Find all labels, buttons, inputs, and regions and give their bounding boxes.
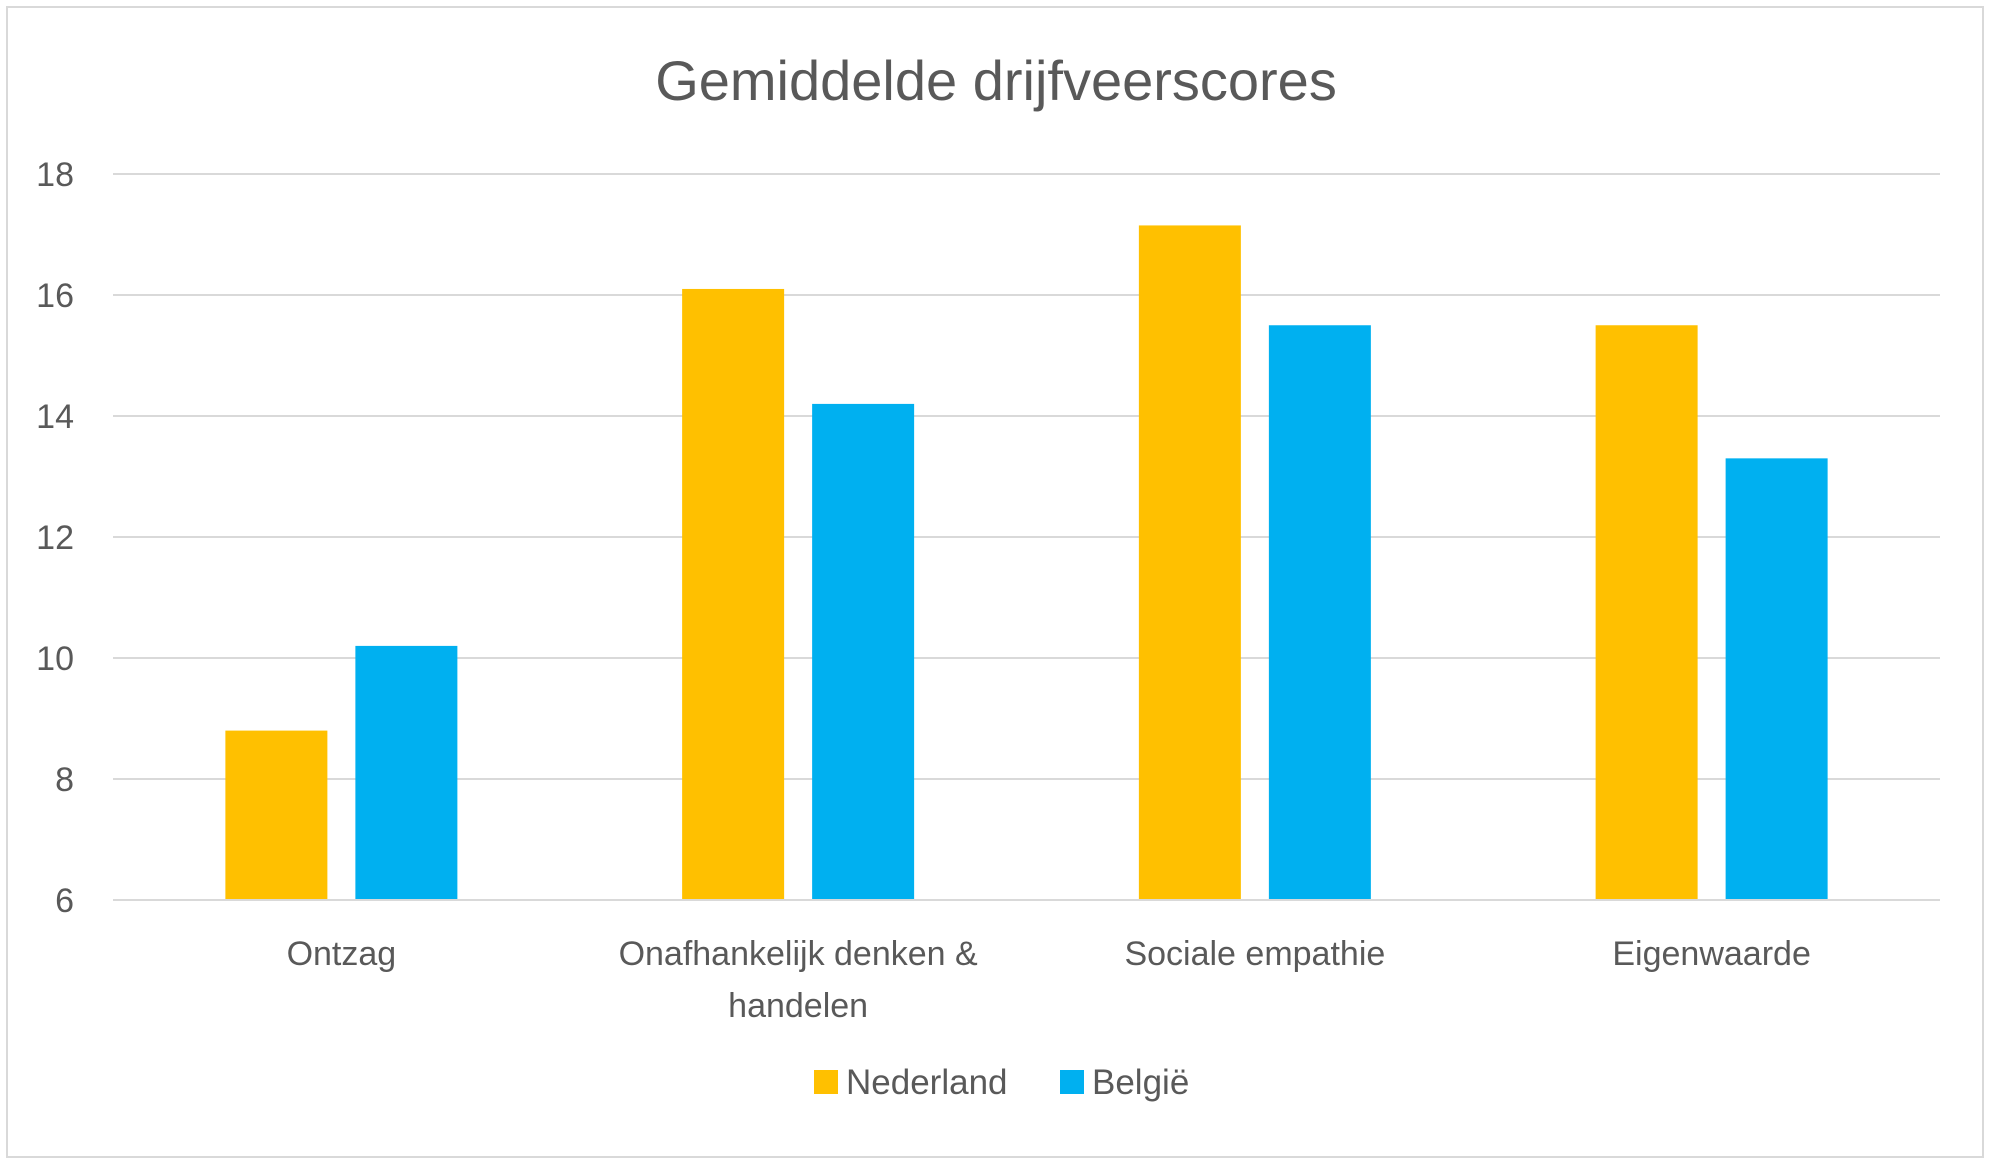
bar-belgi--3	[1725, 458, 1828, 900]
category-labels: Ontzag Onafhankelijk denken & handelen Soci…	[287, 935, 1811, 1025]
category-label: handelen	[728, 987, 868, 1025]
bar-belgi--2	[1268, 325, 1371, 900]
bar-nederland-2	[1138, 225, 1241, 901]
category-label: Ontzag	[287, 935, 397, 973]
category-label: Sociale empathie	[1124, 935, 1385, 973]
category-label: Onafhankelijk denken &	[619, 935, 978, 973]
legend-swatch	[814, 1070, 838, 1094]
legend-label: Nederland	[846, 1063, 1008, 1102]
y-tick-label: 16	[36, 277, 74, 315]
y-axis-tick-labels: 6 8 10 12 14 16 18	[36, 156, 74, 920]
y-tick-label: 14	[36, 398, 74, 436]
bar-belgi--0	[355, 645, 458, 900]
y-tick-label: 6	[55, 882, 74, 920]
legend: Nederland België	[814, 1063, 1189, 1102]
y-tick-label: 18	[36, 156, 74, 194]
bar-nederland-3	[1595, 325, 1698, 900]
legend-label: België	[1092, 1063, 1189, 1102]
y-tick-label: 12	[36, 519, 74, 557]
category-label: Eigenwaarde	[1612, 935, 1810, 973]
bar-nederland-1	[682, 288, 785, 900]
bar-nederland-0	[225, 730, 328, 900]
y-tick-label: 8	[55, 761, 74, 799]
y-tick-label: 10	[36, 640, 74, 678]
chart-title: Gemiddelde drijfveerscores	[655, 49, 1337, 112]
bars	[225, 225, 1828, 901]
bar-belgi--1	[812, 403, 915, 900]
legend-swatch	[1060, 1070, 1084, 1094]
